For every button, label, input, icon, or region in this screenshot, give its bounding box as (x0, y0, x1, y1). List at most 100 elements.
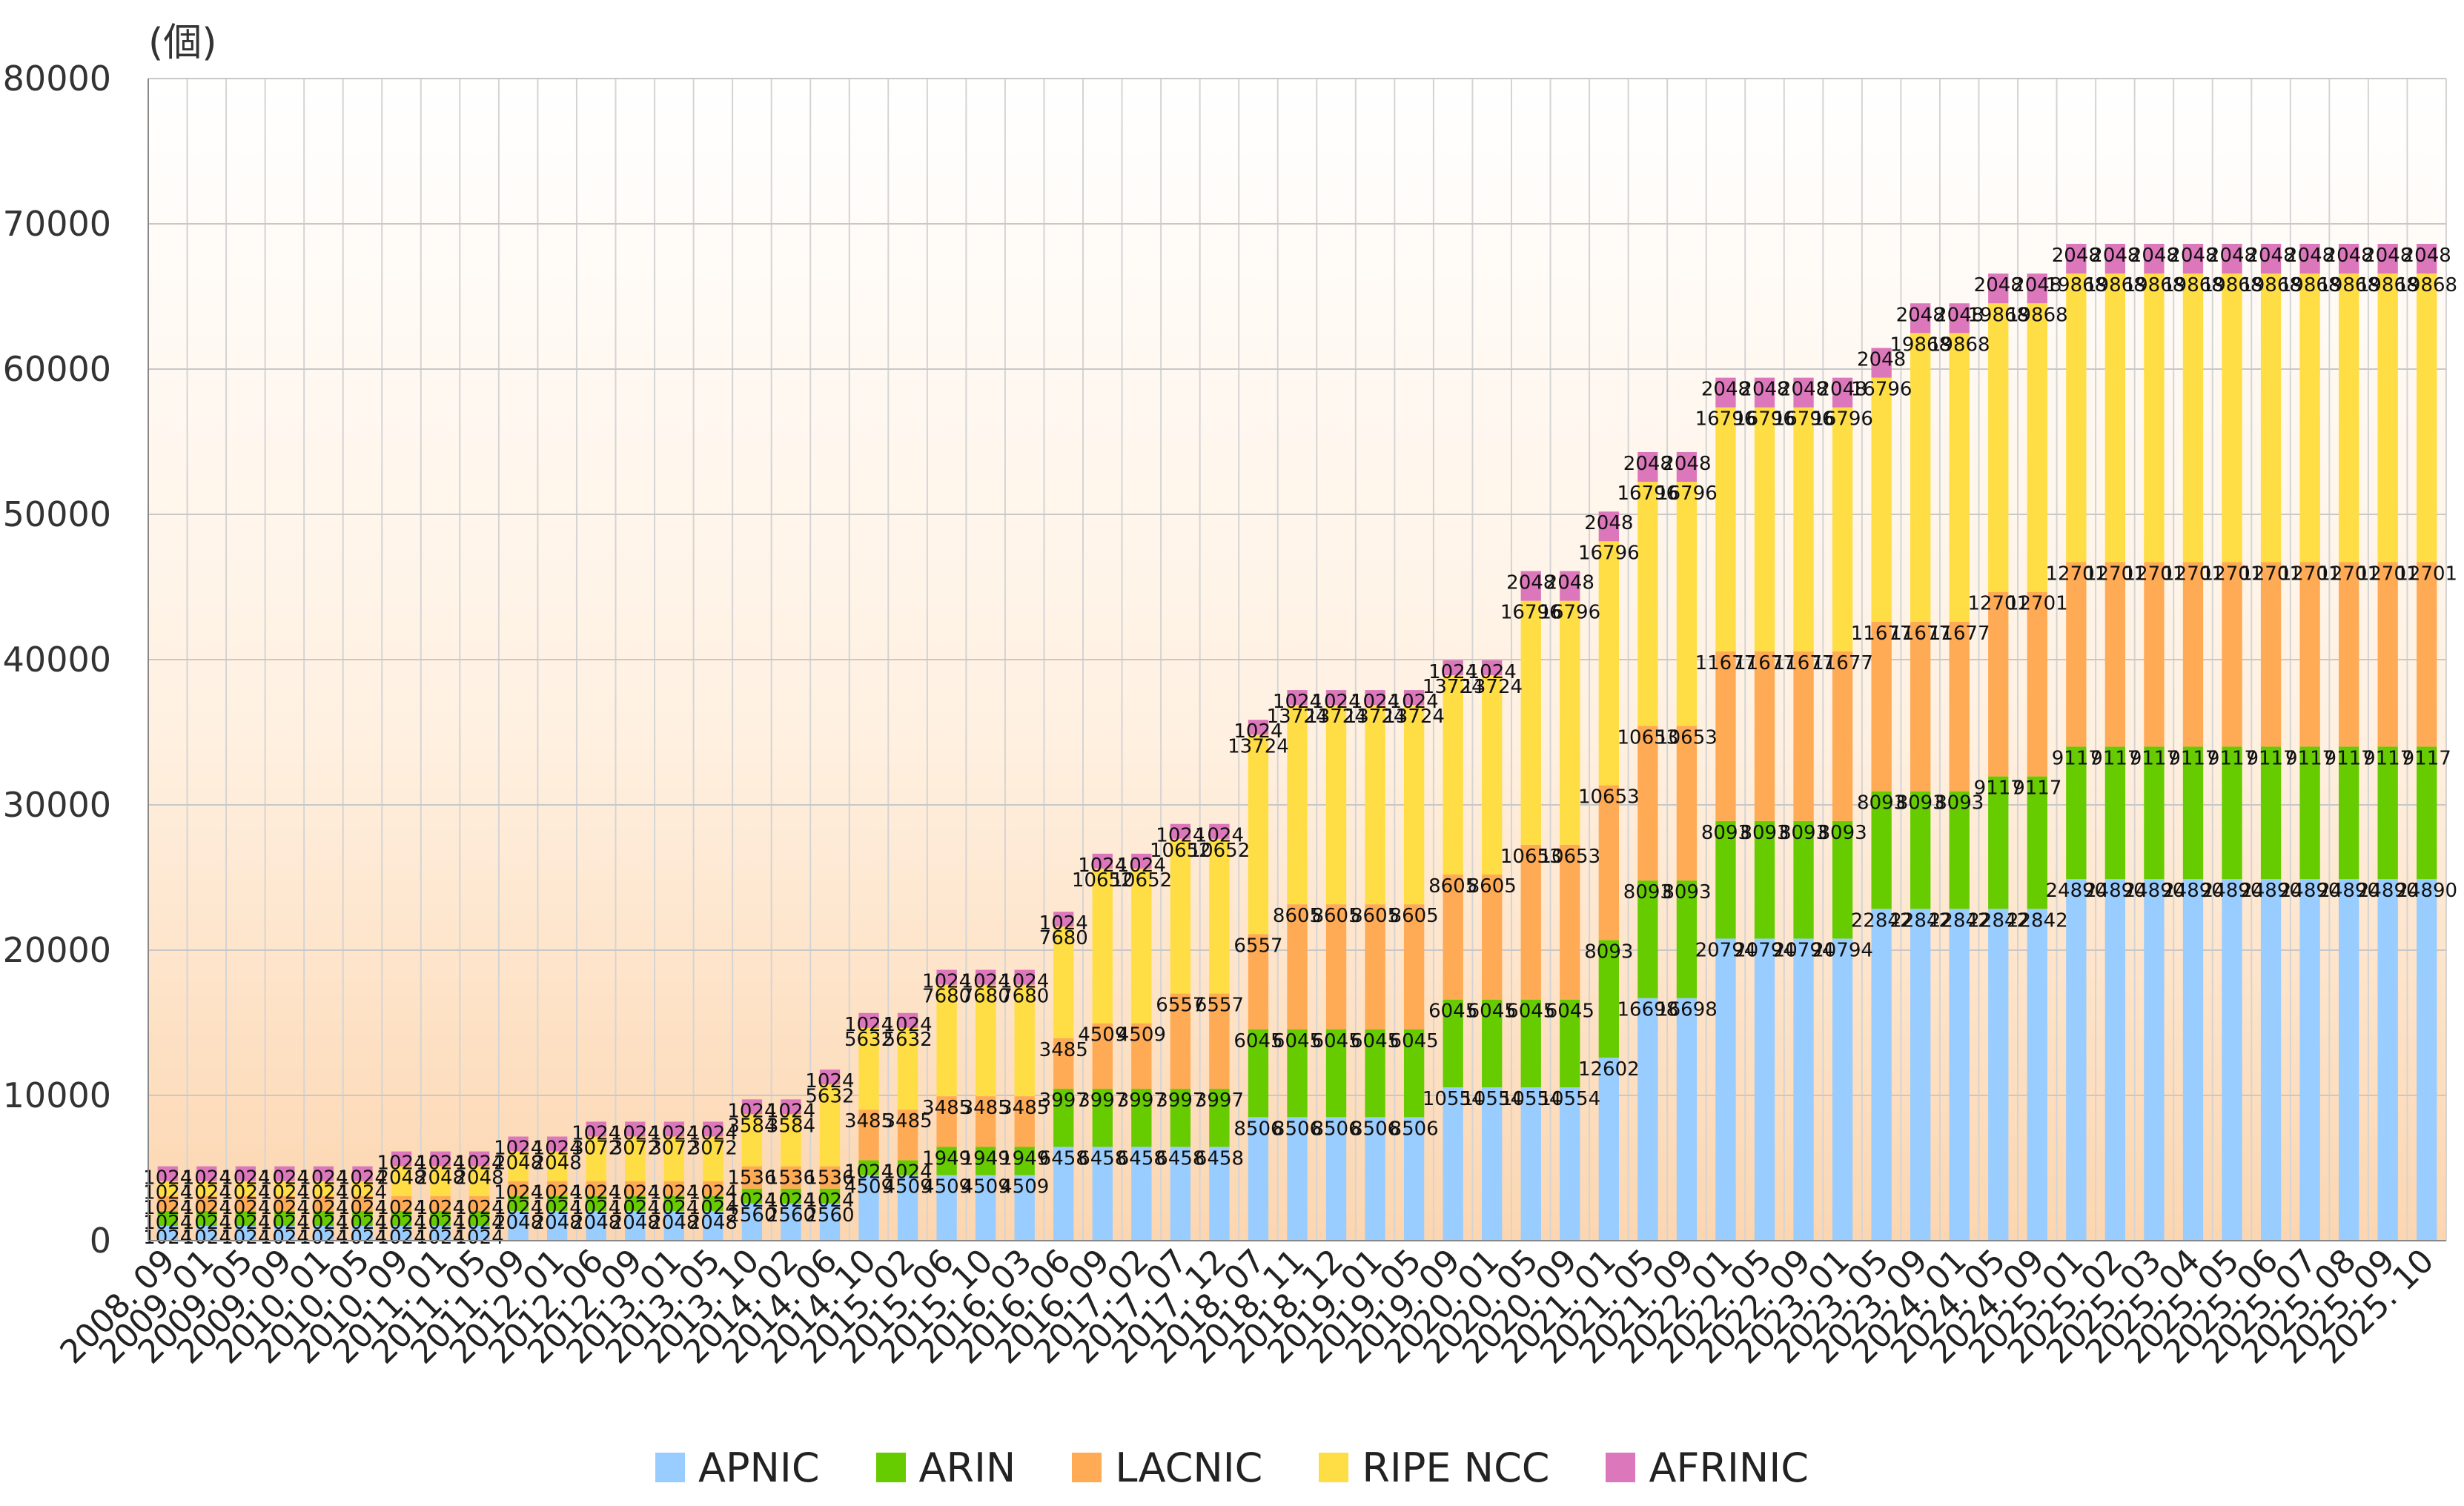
bar-segment-lacnic (703, 1181, 723, 1196)
data-label: 1024 (260, 1167, 309, 1190)
bar-segment-arin (2104, 746, 2126, 880)
bar-segment-apnic (1988, 909, 2009, 1241)
bar-segment-lacnic (2299, 562, 2320, 747)
data-label: 8093 (1623, 881, 1672, 903)
bar-segment-lacnic (1988, 591, 2009, 777)
data-label: 3997 (1156, 1089, 1205, 1112)
data-label: 2048 (377, 1167, 425, 1190)
data-label: 8506 (1351, 1118, 1400, 1140)
bar-segment-arin (1014, 1147, 1035, 1175)
bar-segment-ripe-ncc (1949, 333, 1970, 622)
bar-segment-apnic (1443, 1087, 1463, 1241)
data-label: 2048 (2285, 245, 2334, 267)
bar-segment-arin (2377, 746, 2398, 880)
data-label: 1024 (689, 1197, 738, 1219)
data-label: 2048 (572, 1212, 620, 1234)
bar-segment-lacnic (468, 1195, 490, 1211)
data-label: 3584 (727, 1115, 776, 1137)
data-label: 3997 (1039, 1089, 1088, 1112)
data-label: 10653 (1578, 786, 1640, 809)
data-label: 2048 (611, 1212, 660, 1234)
bar-segment-apnic (2027, 909, 2047, 1241)
data-label: 8093 (1935, 792, 1984, 815)
bar-segment-apnic (1949, 909, 1970, 1241)
data-label: 6045 (1468, 1001, 1517, 1023)
bar-segment-ripe-ncc (1560, 600, 1580, 845)
legend-label: RIPE NCC (1362, 1444, 1550, 1491)
bar-segment-afrinic (741, 1099, 763, 1115)
data-label: 13724 (1345, 706, 1406, 728)
bar-segment-afrinic (2104, 243, 2126, 274)
data-label: 6045 (1351, 1030, 1400, 1052)
bar-segment-arin (663, 1195, 684, 1211)
bar-segment-arin (2066, 746, 2087, 880)
bar-segment-arin (1949, 791, 1970, 909)
bar-segment-afrinic (352, 1166, 373, 1181)
data-label: 2048 (494, 1212, 543, 1234)
bar-segment-ripe-ncc (1715, 407, 1736, 651)
bar-segment-apnic (586, 1210, 606, 1241)
data-label: 1024 (221, 1212, 270, 1234)
data-label: 3485 (922, 1097, 971, 1119)
data-label: 9117 (1974, 777, 2023, 800)
bar-segment-arin (936, 1147, 957, 1175)
data-label: 1024 (649, 1182, 698, 1204)
data-label: 3485 (844, 1110, 893, 1132)
bar-segment-lacnic (547, 1181, 568, 1196)
bar-segment-apnic (2182, 879, 2204, 1241)
bar-segment-arin (1520, 999, 1541, 1088)
data-label: 1024 (299, 1182, 348, 1204)
data-label: 19868 (2396, 274, 2457, 296)
data-label: 1024 (182, 1212, 231, 1234)
bar-segment-arin (2260, 746, 2282, 880)
bar-segment-apnic (1715, 938, 1736, 1241)
axis-layer: 0 10000 20000 30000 40000 50000 60000 70000 8000… (3, 59, 2446, 1371)
data-label: 10554 (1500, 1088, 1562, 1110)
bar-segment-ripe-ncc (1053, 926, 1074, 1038)
bar-segment-apnic (274, 1225, 295, 1241)
data-label: 2048 (649, 1212, 698, 1234)
data-label: 2048 (2208, 245, 2256, 267)
data-label: 2048 (1584, 512, 1633, 534)
bar-segment-afrinic (1949, 303, 1970, 334)
bar-segment-afrinic (2222, 243, 2242, 274)
bar-segment-lacnic (1482, 875, 1503, 1000)
data-label: 1024 (260, 1182, 309, 1204)
bar-segment-lacnic (1715, 651, 1736, 821)
data-label: 1024 (1039, 912, 1088, 935)
data-label: 12701 (2202, 563, 2263, 586)
bar-segment-afrinic (1248, 720, 1269, 735)
data-label: 1024 (377, 1197, 425, 1219)
data-label: 1024 (922, 971, 971, 993)
data-label: 6045 (1273, 1030, 1322, 1052)
data-label: 1024 (221, 1197, 270, 1219)
bar-segment-apnic (858, 1175, 879, 1241)
bar-segment-lacnic (1170, 993, 1191, 1089)
bar-segment-lacnic (2027, 591, 2047, 777)
data-label: 16796 (1695, 408, 1757, 431)
data-label: 11677 (1734, 652, 1795, 674)
data-label: 16796 (1578, 542, 1640, 564)
data-label: 1024 (961, 971, 1010, 993)
data-label: 2048 (2402, 245, 2451, 267)
data-label: 1024 (1273, 691, 1322, 713)
data-label: 1024 (377, 1212, 425, 1234)
legend-item-ripe-ncc: RIPE NCC (1319, 1444, 1549, 1491)
data-label: 2048 (2325, 245, 2374, 267)
data-label: 1024 (221, 1167, 270, 1190)
bar-segment-ripe-ncc (2027, 303, 2047, 592)
bar-segment-lacnic (858, 1109, 879, 1161)
bar-segment-ripe-ncc (1403, 705, 1425, 905)
data-label: 12701 (2084, 563, 2146, 586)
bar-segment-lacnic (2144, 562, 2165, 747)
data-label: 1024 (143, 1167, 192, 1190)
bar-segment-apnic (1637, 998, 1658, 1241)
bar-segment-lacnic (741, 1166, 763, 1189)
data-label: 1536 (766, 1167, 815, 1190)
data-label: 6458 (1117, 1147, 1166, 1170)
data-label: 6458 (1195, 1147, 1244, 1170)
bar-segment-ripe-ncc (1988, 303, 2009, 592)
bar-segment-lacnic (1832, 651, 1853, 821)
bar-segment-ripe-ncc (1209, 838, 1230, 994)
bar-segment-ripe-ncc (274, 1181, 295, 1196)
